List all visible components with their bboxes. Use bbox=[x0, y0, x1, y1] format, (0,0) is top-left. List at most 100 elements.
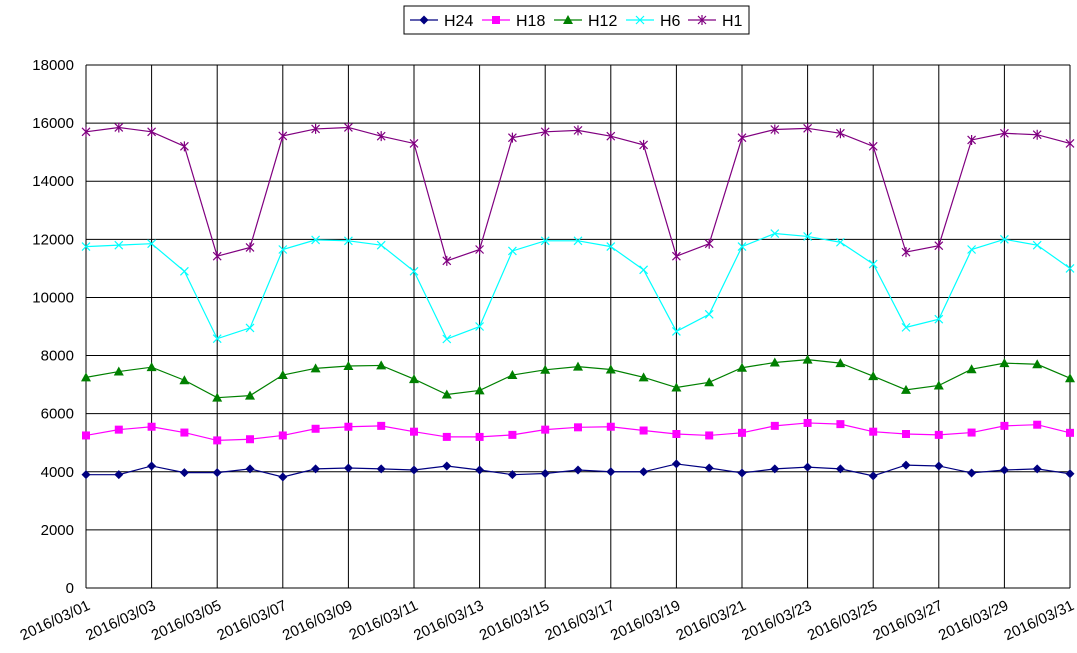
data-point-x bbox=[967, 245, 977, 254]
data-point-x bbox=[1032, 240, 1042, 250]
data-point-square bbox=[508, 430, 517, 439]
data-point-diamond bbox=[573, 465, 583, 475]
data-point-diamond bbox=[901, 460, 911, 470]
data-point-square bbox=[541, 425, 550, 434]
data-point-triangle bbox=[245, 390, 255, 400]
grid-lines bbox=[85, 64, 1071, 589]
data-point-diamond bbox=[311, 464, 321, 474]
data-point-square bbox=[213, 436, 222, 445]
legend-entry-h18: H18 bbox=[482, 13, 545, 30]
y-tick-label: 10000 bbox=[32, 289, 74, 306]
legend-entry-h1: H1 bbox=[688, 13, 743, 30]
data-point-triangle bbox=[901, 384, 911, 394]
series-h12 bbox=[81, 354, 1075, 402]
data-point-star bbox=[376, 131, 386, 142]
data-point-star bbox=[343, 122, 353, 133]
legend-entry-h24: H24 bbox=[410, 13, 473, 30]
y-tick-label: 4000 bbox=[41, 464, 74, 481]
data-point-square bbox=[869, 427, 878, 436]
data-point-star bbox=[245, 242, 255, 253]
data-point-square bbox=[344, 422, 353, 431]
data-point-square bbox=[410, 427, 418, 436]
data-point-triangle bbox=[113, 366, 124, 376]
data-point-x bbox=[343, 236, 353, 246]
y-tick-label: 14000 bbox=[32, 173, 74, 190]
x-tick-label: 2016/03/17 bbox=[542, 597, 617, 644]
data-point-x bbox=[999, 234, 1009, 244]
series-layer bbox=[81, 122, 1075, 482]
data-point-x bbox=[573, 236, 583, 246]
data-point-x bbox=[81, 242, 91, 252]
data-point-triangle bbox=[638, 372, 649, 382]
y-tick-label: 0 bbox=[66, 580, 74, 597]
data-point-square bbox=[770, 421, 779, 430]
data-point-triangle bbox=[1065, 373, 1075, 383]
data-point-triangle bbox=[737, 362, 747, 372]
data-point-x bbox=[868, 259, 878, 269]
x-tick-label: 2016/03/25 bbox=[805, 597, 880, 644]
data-point-square bbox=[180, 428, 189, 437]
data-point-x bbox=[311, 235, 321, 245]
data-point-square bbox=[902, 430, 910, 439]
y-tick-label: 6000 bbox=[41, 406, 74, 423]
data-point-diamond bbox=[245, 464, 255, 474]
data-point-star bbox=[1032, 129, 1042, 140]
data-point-square bbox=[278, 431, 287, 440]
data-point-square bbox=[246, 435, 254, 444]
data-point-diamond bbox=[147, 461, 157, 471]
data-point-star bbox=[507, 132, 517, 143]
legend-entry-h6: H6 bbox=[626, 13, 681, 30]
data-point-diamond bbox=[409, 465, 419, 475]
data-point-triangle bbox=[474, 385, 485, 395]
data-point-diamond bbox=[212, 468, 222, 478]
data-point-star bbox=[671, 251, 681, 262]
data-point-x bbox=[245, 323, 255, 333]
data-point-triangle bbox=[1032, 359, 1043, 369]
data-point-diamond bbox=[671, 459, 681, 469]
x-tick-label: 2016/03/27 bbox=[870, 597, 945, 644]
data-point-square bbox=[836, 420, 845, 429]
data-point-diamond bbox=[704, 463, 714, 473]
data-point-square bbox=[475, 432, 484, 441]
data-point-x bbox=[934, 314, 944, 324]
data-point-square bbox=[1066, 428, 1074, 437]
data-point-star bbox=[147, 126, 157, 137]
x-tick-label: 2016/03/21 bbox=[674, 597, 749, 644]
series-h18 bbox=[82, 418, 1074, 445]
data-point-square bbox=[1033, 420, 1042, 429]
data-point-diamond bbox=[114, 470, 124, 480]
data-point-triangle bbox=[868, 371, 879, 381]
legend-label: H1 bbox=[722, 13, 743, 30]
series-h1 bbox=[81, 122, 1075, 266]
data-point-diamond bbox=[803, 462, 813, 472]
data-point-x bbox=[606, 242, 616, 252]
x-tick-label: 2016/03/11 bbox=[347, 597, 421, 644]
data-point-star bbox=[803, 123, 813, 134]
data-point-x bbox=[704, 309, 714, 319]
data-point-x bbox=[901, 322, 911, 332]
data-point-x bbox=[179, 266, 189, 276]
data-point-triangle bbox=[671, 382, 682, 392]
data-point-x bbox=[278, 245, 288, 254]
data-point-star bbox=[606, 131, 616, 142]
data-point-x bbox=[409, 266, 419, 276]
x-tick-label: 2016/03/01 bbox=[18, 597, 93, 644]
data-point-x bbox=[737, 242, 747, 252]
legend-label: H18 bbox=[516, 13, 545, 30]
data-point-diamond bbox=[967, 468, 977, 478]
data-point-x bbox=[475, 322, 485, 331]
data-point-triangle bbox=[343, 361, 354, 371]
data-point-x bbox=[442, 334, 452, 344]
x-tick-label: 2016/03/19 bbox=[608, 597, 683, 644]
data-point-diamond bbox=[442, 461, 452, 471]
data-point-triangle bbox=[605, 364, 616, 374]
data-point-square bbox=[574, 423, 582, 432]
data-point-star bbox=[967, 134, 977, 145]
x-tick-label: 2016/03/29 bbox=[936, 597, 1011, 644]
data-point-diamond bbox=[1065, 469, 1075, 479]
data-point-triangle bbox=[441, 389, 452, 399]
data-point-triangle bbox=[81, 372, 91, 382]
data-point-star bbox=[278, 130, 288, 141]
data-point-x bbox=[212, 334, 222, 344]
data-point-triangle bbox=[999, 358, 1010, 368]
